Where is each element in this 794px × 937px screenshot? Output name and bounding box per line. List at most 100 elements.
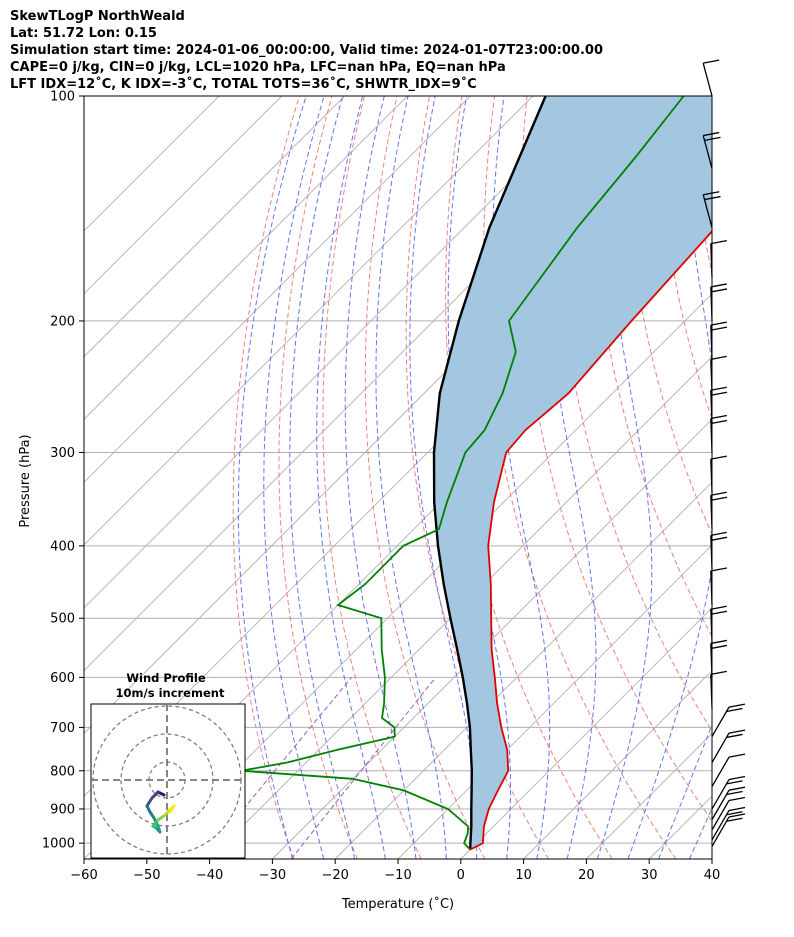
isotherm [272, 418, 712, 859]
temperature-line [469, 230, 712, 851]
isotherm [84, 96, 408, 421]
wind-barb-feather [710, 321, 727, 326]
x-tick-label: −30 [259, 868, 286, 883]
moist-adiabat [720, 96, 794, 859]
wind-barb-feather [728, 806, 746, 812]
x-tick-label: −60 [70, 868, 97, 883]
wind-barb-feather [703, 59, 720, 64]
isotherm [334, 481, 712, 859]
wind-barb [710, 459, 713, 494]
y-tick-label: 200 [50, 314, 75, 329]
hodograph-segment [145, 796, 154, 808]
profile-lines [241, 96, 712, 851]
dry-adiabat [787, 96, 794, 859]
wind-barb [710, 674, 713, 709]
wind-barb-feather [710, 239, 727, 245]
dry-adiabat [483, 96, 677, 859]
wind-barb-feather [710, 414, 727, 420]
wind-barb [711, 810, 730, 841]
wind-barb-feather [726, 811, 743, 816]
wind-barb-feather [726, 780, 743, 785]
dry-adiabat [755, 96, 794, 859]
wind-barb-feather [728, 813, 746, 818]
x-tick-label: 20 [578, 868, 595, 883]
isotherm [711, 858, 712, 859]
dry-adiabat [555, 96, 712, 732]
wind-profile-inset: Wind Profile 10m/s increment [90, 671, 246, 859]
x-tick-label: 10 [515, 868, 532, 883]
wind-barb-feather [710, 567, 727, 572]
wind-barb [710, 609, 713, 644]
wind-barb [702, 62, 713, 97]
wind-barb [710, 495, 713, 530]
dry-adiabat [322, 96, 422, 859]
wind-barb [711, 789, 730, 820]
wind-barb [710, 643, 713, 678]
wind-barb-feather [710, 639, 727, 645]
dry-adiabat [445, 96, 613, 859]
wind-barb-feather [710, 419, 728, 425]
wind-barb-feather [726, 817, 743, 822]
location-line: Lat: 51.72 Lon: 0.15 [10, 26, 157, 41]
isotherm [84, 96, 345, 358]
moist-adiabat [658, 723, 712, 859]
wind-barb-feather [728, 753, 746, 758]
wind-barb-feather [704, 195, 721, 201]
isotherm [146, 293, 712, 859]
dry-adiabat [722, 96, 794, 859]
wind-barb-feather [710, 610, 728, 615]
wind-barb-feather [703, 191, 720, 196]
chart-title: SkewTLogP NorthWeald [10, 9, 185, 24]
wind-barb-feather [710, 531, 727, 536]
wind-barb-feather [728, 703, 746, 708]
isotherm [209, 355, 712, 859]
isotherm [523, 669, 712, 859]
wind-barb-feather [704, 136, 721, 142]
x-axis-label: Temperature (˚C) [341, 896, 454, 912]
wind-barb-feather [710, 496, 728, 501]
wind-barb [710, 570, 713, 606]
isotherm [84, 96, 471, 483]
dry-adiabat [623, 96, 712, 536]
wind-barb [711, 779, 730, 810]
moist-adiabat [543, 96, 597, 859]
wind-barb-feather [710, 355, 727, 360]
moist-adiabat [627, 96, 712, 859]
x-tick-label: −50 [133, 868, 160, 883]
wind-barb-feather [710, 386, 727, 391]
isotherm [84, 96, 283, 295]
wind-barb [710, 535, 713, 570]
isotherm [84, 96, 220, 232]
y-tick-label: 800 [50, 764, 75, 779]
mixing-ratio-line [290, 677, 436, 859]
wind-barb-feather [728, 796, 746, 802]
moist-adiabat [237, 96, 307, 859]
wind-barb-feather [710, 391, 728, 396]
moist-adiabat [316, 96, 386, 859]
wind-barb [710, 243, 713, 278]
inset-title: Wind Profile [126, 671, 206, 685]
isotherm [397, 544, 712, 859]
wind-barb [710, 325, 713, 360]
wind-barb [711, 816, 730, 847]
dry-adiabat [232, 96, 300, 859]
y-tick-label: 700 [50, 721, 75, 736]
wind-barb [711, 732, 730, 763]
index-line: LFT IDX=12˚C, K IDX=-3˚C, TOTAL TOTS=36˚… [10, 77, 477, 92]
x-tick-label: 40 [704, 868, 721, 883]
wind-barbs [702, 59, 746, 847]
dry-adiabat [520, 96, 712, 822]
mixing-ratio-line [202, 677, 352, 859]
wind-barb-feather [710, 536, 728, 541]
y-tick-label: 1000 [42, 837, 75, 852]
grid [84, 96, 794, 859]
wind-barb-feather [710, 670, 727, 675]
dry-adiabat [405, 96, 550, 859]
isotherm [84, 96, 534, 546]
wind-barb-feather [710, 644, 728, 650]
cin-shade [434, 96, 712, 850]
dry-adiabat [590, 96, 712, 638]
moist-adiabat [409, 96, 478, 859]
y-tick-label: 100 [50, 90, 75, 105]
